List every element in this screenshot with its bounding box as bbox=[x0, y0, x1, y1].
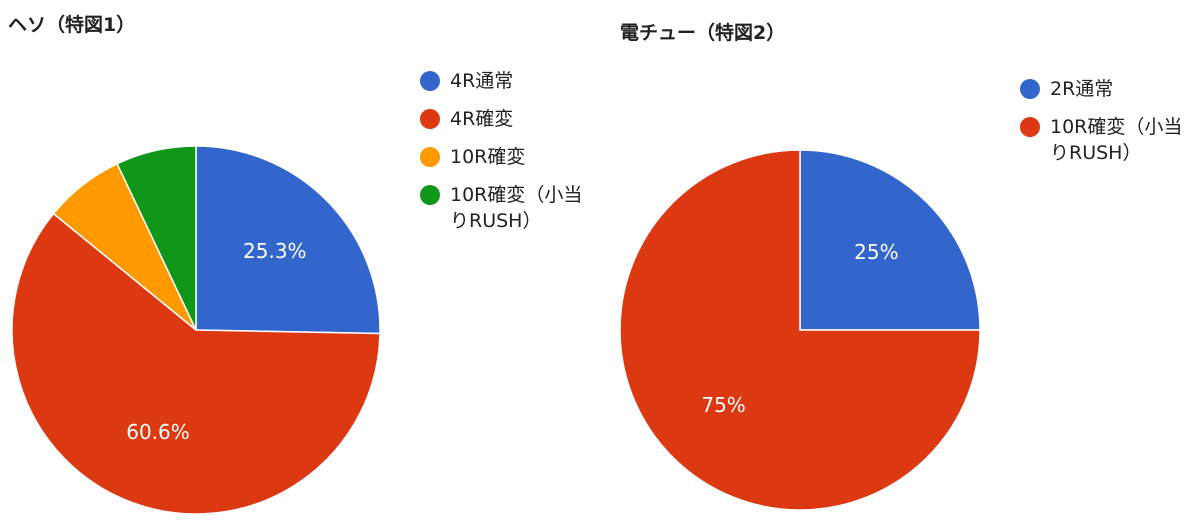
slice-label: 25.3% bbox=[243, 239, 307, 263]
pie-slice bbox=[799, 149, 981, 331]
legend-item: 10R確変 bbox=[420, 144, 600, 170]
legend-item: 4R通常 bbox=[420, 68, 600, 94]
legend-label: 2R通常 bbox=[1050, 78, 1114, 100]
legend-item: 4R確変 bbox=[420, 106, 600, 132]
chart-title: 電チュー（特図2） bbox=[620, 22, 786, 44]
slice-label: 75% bbox=[701, 393, 745, 417]
legend-swatch bbox=[1020, 117, 1040, 137]
legend-swatch bbox=[420, 147, 440, 167]
pie-slice bbox=[11, 212, 381, 515]
pie-chart-heso: ヘソ（特図1） 25.3% 60.6% 4R通常 4R確変 10R確変 10R確変（小当… bbox=[8, 14, 600, 515]
pie-svg: 25.3% 60.6% bbox=[11, 145, 381, 515]
pie-svg: 25% 75% bbox=[619, 149, 981, 511]
legend-swatch bbox=[1020, 79, 1040, 99]
slice-label: 25% bbox=[854, 240, 898, 264]
pie-slice bbox=[619, 149, 981, 511]
slice-label: 60.6% bbox=[126, 420, 190, 444]
legend-swatch bbox=[420, 185, 440, 205]
chart-title: ヘソ（特図1） bbox=[8, 14, 136, 36]
pie-slice bbox=[195, 145, 381, 335]
legend-label: 10R確変（小当りRUSH） bbox=[450, 184, 583, 232]
pie-slice bbox=[116, 145, 197, 331]
legend-item: 10R確変（小当りRUSH） bbox=[420, 182, 600, 234]
pie-chart-denchu: 電チュー（特図2） 25% 75% 2R通常 10R確変（小当りRUSH） bbox=[600, 0, 1191, 523]
legend-label: 10R確変 bbox=[450, 146, 526, 168]
legend-swatch bbox=[420, 109, 440, 129]
legend-label: 4R確変 bbox=[450, 108, 514, 130]
legend-label: 4R通常 bbox=[450, 70, 514, 92]
legend-item: 2R通常 bbox=[1020, 76, 1191, 102]
legend: 2R通常 10R確変（小当りRUSH） bbox=[1020, 76, 1191, 178]
legend-label: 10R確変（小当りRUSH） bbox=[1050, 116, 1183, 164]
legend-item: 10R確変（小当りRUSH） bbox=[1020, 114, 1191, 166]
legend-swatch bbox=[420, 71, 440, 91]
legend: 4R通常 4R確変 10R確変 10R確変（小当りRUSH） bbox=[420, 68, 600, 246]
